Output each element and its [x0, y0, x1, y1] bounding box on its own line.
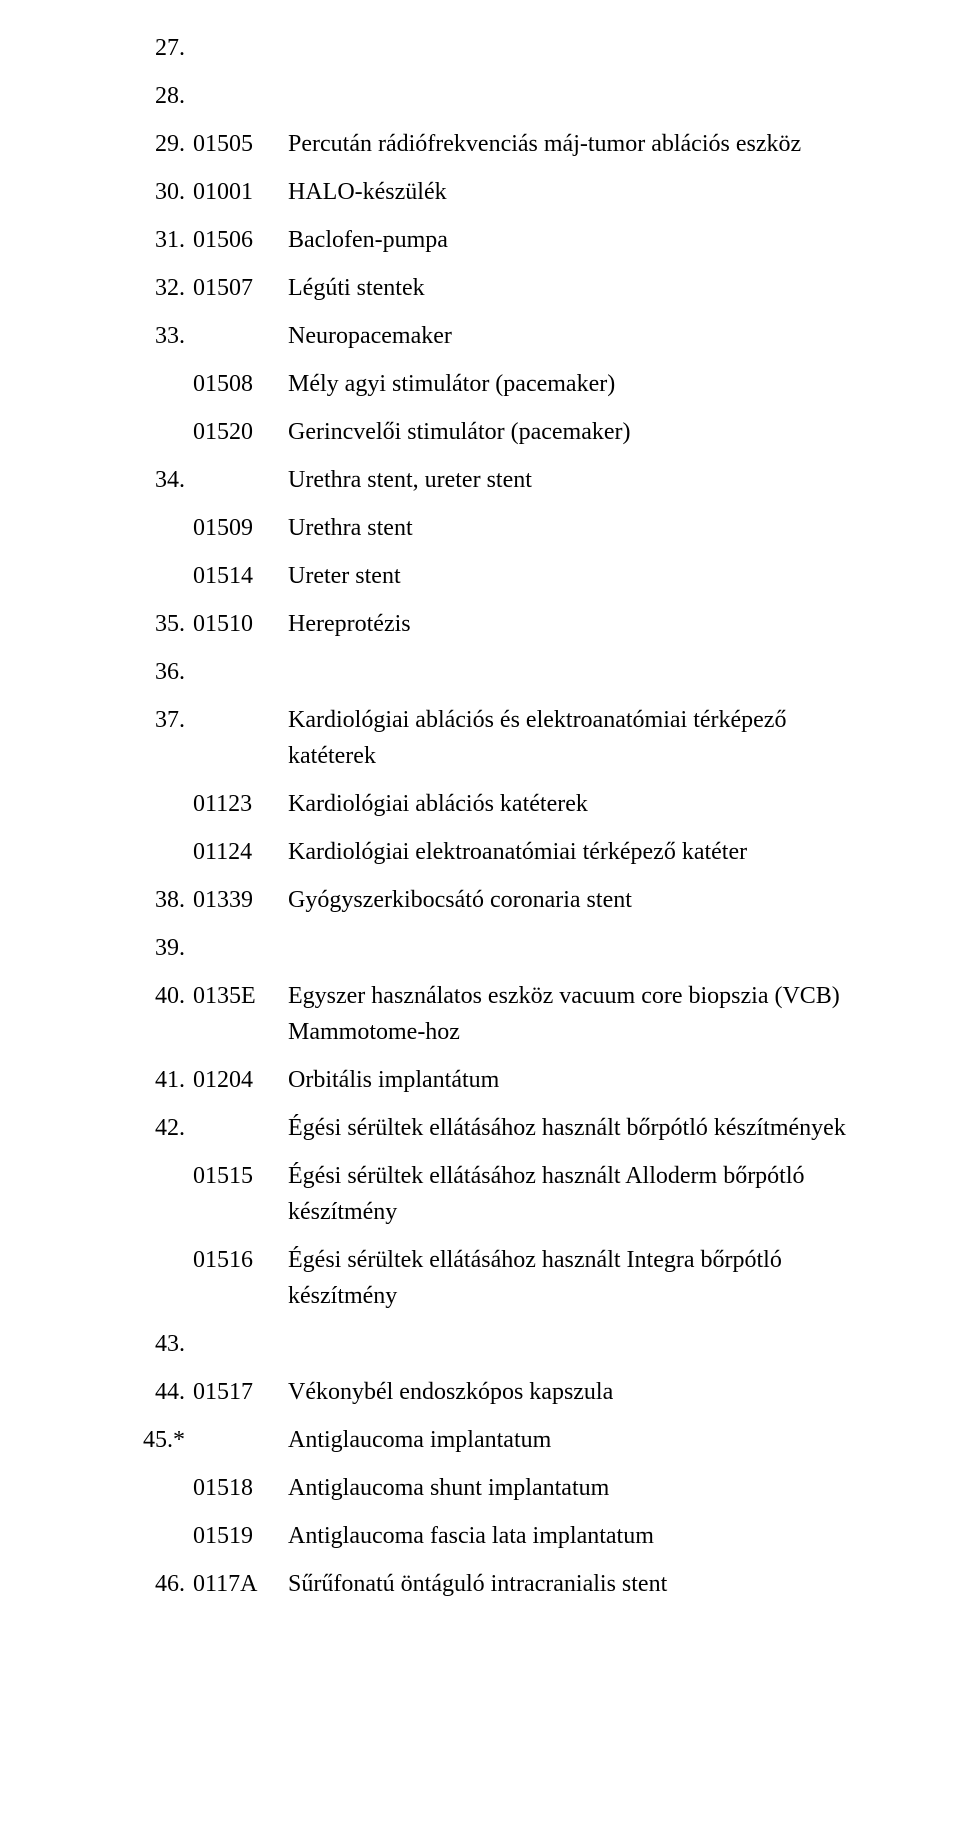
row-description: Urethra stent, ureter stent	[288, 462, 860, 498]
table-row: 30.01001HALO-készülék	[120, 174, 860, 210]
table-row: 45.* Antiglaucoma implantatum	[120, 1422, 860, 1458]
row-description: Égési sérültek ellátásához használt Allo…	[288, 1158, 860, 1230]
table-row: 36.	[120, 654, 860, 690]
table-row: 44.01517Vékonybél endoszkópos kapszula	[120, 1374, 860, 1410]
row-number: 40.	[120, 978, 193, 1014]
table-row: 43.	[120, 1326, 860, 1362]
table-row: 01514Ureter stent	[120, 558, 860, 594]
row-code: 0117A	[193, 1566, 288, 1602]
table-row: 46.0117ASűrűfonatú öntáguló intracranial…	[120, 1566, 860, 1602]
row-number: 38.	[120, 882, 193, 918]
row-number: 34.	[120, 462, 193, 498]
row-number: 43.	[120, 1326, 193, 1362]
row-number: 41.	[120, 1062, 193, 1098]
table-row: 29.01505Percután rádiófrekvenciás máj-tu…	[120, 126, 860, 162]
table-row: 01509Urethra stent	[120, 510, 860, 546]
table-row: 37. Kardiológiai ablációs és elektroanató…	[120, 702, 860, 774]
row-number: 30.	[120, 174, 193, 210]
table-row: 34. Urethra stent, ureter stent	[120, 462, 860, 498]
row-code: 01514	[193, 558, 288, 594]
table-row: 41.01204Orbitális implantátum	[120, 1062, 860, 1098]
row-description: Gyógyszerkibocsátó coronaria stent	[288, 882, 860, 918]
table-row: 01519Antiglaucoma fascia lata implantatu…	[120, 1518, 860, 1554]
row-code: 01518	[193, 1470, 288, 1506]
row-code: 01001	[193, 174, 288, 210]
row-description: Kardiológiai ablációs katéterek	[288, 786, 860, 822]
row-number: 36.	[120, 654, 193, 690]
row-number: 33.	[120, 318, 193, 354]
row-code: 01123	[193, 786, 288, 822]
row-code: 01520	[193, 414, 288, 450]
row-number: 37.	[120, 702, 193, 738]
row-description: Égési sérültek ellátásához használt Inte…	[288, 1242, 860, 1314]
table-row: 01508Mély agyi stimulátor (pacemaker)	[120, 366, 860, 402]
table-row: 01520Gerincvelői stimulátor (pacemaker)	[120, 414, 860, 450]
row-code: 01505	[193, 126, 288, 162]
row-description: Légúti stentek	[288, 270, 860, 306]
row-code: 01509	[193, 510, 288, 546]
table-row: 40.0135EEgyszer használatos eszköz vacuu…	[120, 978, 860, 1050]
row-number: 45.*	[120, 1422, 193, 1458]
row-description: Antiglaucoma implantatum	[288, 1422, 860, 1458]
row-code: 01515	[193, 1158, 288, 1194]
table-row: 38.01339Gyógyszerkibocsátó coronaria ste…	[120, 882, 860, 918]
row-description: Kardiológiai elektroanatómiai térképező …	[288, 834, 860, 870]
table-row: 42. Égési sérültek ellátásához használt b…	[120, 1110, 860, 1146]
row-number: 31.	[120, 222, 193, 258]
row-number: 35.	[120, 606, 193, 642]
row-description: Ureter stent	[288, 558, 860, 594]
row-description: Orbitális implantátum	[288, 1062, 860, 1098]
row-number: 28.	[120, 78, 193, 114]
row-description: Neuropacemaker	[288, 318, 860, 354]
table-row: 35.01510Hereprotézis	[120, 606, 860, 642]
table-row: 01516Égési sérültek ellátásához használt…	[120, 1242, 860, 1314]
row-description: Hereprotézis	[288, 606, 860, 642]
row-description: Mély agyi stimulátor (pacemaker)	[288, 366, 860, 402]
row-code: 01507	[193, 270, 288, 306]
row-code: 01516	[193, 1242, 288, 1278]
row-code: 01517	[193, 1374, 288, 1410]
table-row: 27.	[120, 30, 860, 66]
row-description: Gerincvelői stimulátor (pacemaker)	[288, 414, 860, 450]
row-code: 0135E	[193, 978, 288, 1014]
row-description: Égési sérültek ellátásához használt bőrp…	[288, 1110, 860, 1146]
row-code: 01506	[193, 222, 288, 258]
table-row: 28.	[120, 78, 860, 114]
row-number: 29.	[120, 126, 193, 162]
row-description: Kardiológiai ablációs és elektroanatómia…	[288, 702, 860, 774]
row-number: 27.	[120, 30, 193, 66]
row-code: 01519	[193, 1518, 288, 1554]
row-code: 01124	[193, 834, 288, 870]
table-row: 31.01506Baclofen-pumpa	[120, 222, 860, 258]
row-code: 01204	[193, 1062, 288, 1098]
document-table: 27. 28. 29.01505Percután rádiófrekvenciás …	[120, 30, 860, 1602]
table-row: 33. Neuropacemaker	[120, 318, 860, 354]
table-row: 01515Égési sérültek ellátásához használt…	[120, 1158, 860, 1230]
row-description: Baclofen-pumpa	[288, 222, 860, 258]
row-description: Egyszer használatos eszköz vacuum core b…	[288, 978, 860, 1050]
row-description: Percután rádiófrekvenciás máj-tumor ablá…	[288, 126, 860, 162]
table-row: 01124Kardiológiai elektroanatómiai térké…	[120, 834, 860, 870]
row-code: 01508	[193, 366, 288, 402]
row-description: HALO-készülék	[288, 174, 860, 210]
row-number: 44.	[120, 1374, 193, 1410]
table-row: 32.01507Légúti stentek	[120, 270, 860, 306]
row-number: 46.	[120, 1566, 193, 1602]
table-row: 01123Kardiológiai ablációs katéterek	[120, 786, 860, 822]
table-row: 39.	[120, 930, 860, 966]
row-description: Antiglaucoma fascia lata implantatum	[288, 1518, 860, 1554]
row-code: 01510	[193, 606, 288, 642]
row-description: Sűrűfonatú öntáguló intracranialis stent	[288, 1566, 860, 1602]
row-description: Vékonybél endoszkópos kapszula	[288, 1374, 860, 1410]
row-code: 01339	[193, 882, 288, 918]
table-row: 01518Antiglaucoma shunt implantatum	[120, 1470, 860, 1506]
row-description: Antiglaucoma shunt implantatum	[288, 1470, 860, 1506]
row-number: 32.	[120, 270, 193, 306]
row-number: 39.	[120, 930, 193, 966]
row-description: Urethra stent	[288, 510, 860, 546]
row-number: 42.	[120, 1110, 193, 1146]
